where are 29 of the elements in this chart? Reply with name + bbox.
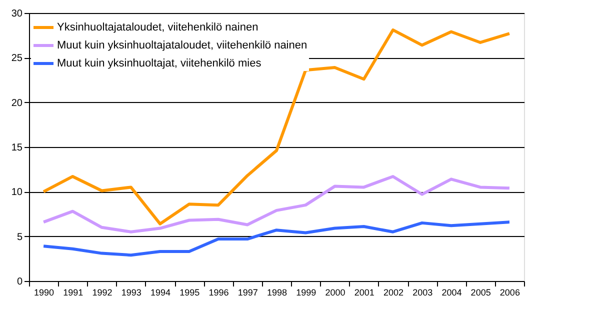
x-tick-label: 2004 (442, 288, 462, 298)
y-tick-label: 20 (11, 98, 23, 109)
x-tick-label: 1999 (296, 288, 316, 298)
line-series (42, 220, 511, 257)
legend-label: Yksinhuoltajataloudet, viitehenkilö nainen (57, 22, 258, 34)
x-tick-label: 1996 (208, 288, 229, 298)
y-tick-label: 15 (11, 142, 23, 154)
x-tick-label: 2006 (500, 288, 520, 298)
y-tick-label: 0 (16, 276, 23, 288)
y-tick-label: 25 (11, 53, 23, 64)
legend-label: Muut kuin yksinhuoltajat, viitehenkilö mies (57, 58, 262, 70)
x-tick-label: 1992 (92, 288, 112, 298)
x-tick-label: 2005 (470, 288, 491, 298)
line-series (42, 174, 511, 234)
y-tick-label: 30 (11, 8, 23, 20)
x-tick-label: 1991 (63, 288, 84, 298)
x-tick-label: 1998 (266, 288, 288, 298)
x-tick-label: 1990 (34, 288, 54, 298)
y-tick-label: 5 (16, 232, 23, 243)
x-tick-label: 2003 (412, 288, 433, 298)
x-tick-label: 2001 (354, 288, 374, 298)
x-tick-label: 1995 (180, 288, 200, 298)
x-tick-label: 2002 (383, 288, 404, 298)
x-tick-label: 2000 (325, 288, 346, 298)
x-tick-label: 1997 (238, 288, 258, 298)
x-tick-label: 1994 (150, 288, 171, 298)
legend-label: Muut kuin yksinhuoltajataloudet, viitehenkilö nainen (57, 40, 308, 52)
y-tick-label: 10 (11, 187, 23, 198)
x-tick-label: 1993 (121, 288, 142, 298)
